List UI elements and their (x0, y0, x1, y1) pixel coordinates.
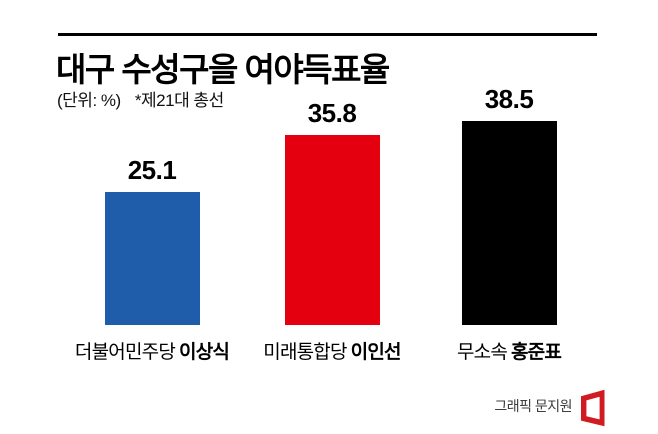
party-name: 미래통합당 (263, 342, 347, 363)
bar-group-independent: 38.5 (414, 84, 604, 325)
credit-text: 그래픽 문지원 (494, 398, 572, 414)
credit: 그래픽 문지원 (494, 389, 606, 427)
bar-category-label: 미래통합당 이인선 (237, 337, 427, 364)
bar-value-label: 35.8 (307, 98, 357, 128)
bar-independent (461, 121, 557, 325)
bar-united-future (284, 135, 380, 325)
bar-category-label: 무소속 홍준표 (414, 337, 604, 364)
candidate-name: 이인선 (350, 342, 402, 363)
party-name: 더불어민주당 (74, 342, 176, 363)
candidate-name: 홍준표 (511, 342, 562, 363)
top-rule (58, 33, 597, 36)
bar-democratic (104, 192, 200, 325)
bar-category-label: 더불어민주당 이상식 (57, 337, 247, 364)
chart-title: 대구 수성구을 여야득표율 (56, 51, 390, 88)
bar-group-democratic: 25.1 (57, 155, 247, 325)
asiae-logo-icon (581, 389, 605, 427)
bar-value-label: 38.5 (484, 84, 534, 114)
election-note: *제21대 총선 (134, 91, 224, 110)
bar-value-label: 25.1 (127, 155, 177, 185)
candidate-name: 이상식 (179, 342, 230, 363)
party-name: 무소속 (456, 342, 508, 363)
chart-subtitle: (단위: %) *제21대 총선 (57, 86, 224, 111)
unit-label: (단위: %) (57, 91, 121, 110)
bar-group-united-future: 35.8 (237, 98, 427, 325)
